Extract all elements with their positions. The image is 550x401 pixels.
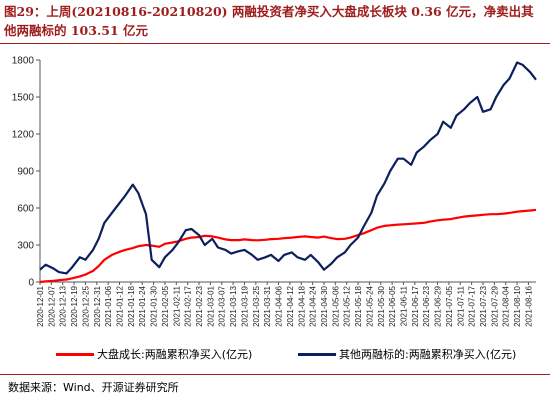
x-tick-label: 2021-01-18 bbox=[127, 285, 136, 326]
x-tick-label: 2020-12-13 bbox=[59, 285, 68, 326]
source-divider bbox=[0, 374, 550, 375]
x-tick-label: 2020-12-25 bbox=[81, 285, 90, 326]
x-tick-label: 2021-02-17 bbox=[184, 285, 193, 326]
x-tick-label: 2021-08-10 bbox=[513, 285, 522, 326]
x-tick-label: 2021-07-17 bbox=[468, 285, 477, 326]
y-tick-label: 1200 bbox=[12, 130, 35, 141]
x-tick-label: 2021-03-25 bbox=[252, 285, 261, 326]
legend-item-other: 其他两融标的:两融累积净买入(亿元) bbox=[298, 346, 516, 362]
x-tick-label: 2021-03-31 bbox=[263, 285, 272, 326]
y-tick-label: 900 bbox=[17, 167, 34, 178]
x-tick-label: 2021-04-06 bbox=[275, 285, 284, 326]
legend-item-large-growth: 大盘成长:两融累积净买入(亿元) bbox=[56, 346, 252, 362]
x-tick-label: 2021-01-12 bbox=[116, 285, 125, 326]
legend-label-large-growth: 大盘成长:两融累积净买入(亿元) bbox=[97, 348, 253, 361]
x-tick-label: 2021-06-11 bbox=[399, 285, 408, 326]
x-tick-label: 2021-04-24 bbox=[309, 285, 318, 326]
x-tick-label: 2020-12-31 bbox=[93, 285, 102, 326]
x-tick-label: 2021-06-23 bbox=[422, 285, 431, 326]
x-tick-label: 2021-06-17 bbox=[411, 285, 420, 326]
chart-title: 图29：上周(20210816-20210820) 两融投资者净买入大盘成长板块… bbox=[4, 4, 534, 38]
y-tick-label: 0 bbox=[28, 278, 34, 289]
chart-series bbox=[39, 61, 537, 284]
source-note: 数据来源：Wind、开源证券研究所 bbox=[8, 381, 179, 394]
x-tick-label: 2021-05-06 bbox=[331, 285, 340, 326]
x-tick-label: 2021-05-18 bbox=[354, 285, 363, 326]
x-tick-label: 2021-04-18 bbox=[297, 285, 306, 326]
x-tick-label: 2021-06-05 bbox=[388, 285, 397, 326]
x-tick-label: 2021-02-23 bbox=[195, 285, 204, 326]
x-tick-label: 2021-03-19 bbox=[240, 285, 249, 326]
x-tick-label: 2021-01-30 bbox=[150, 285, 159, 326]
x-tick-label: 2021-07-11 bbox=[456, 285, 465, 326]
x-tick-label: 2021-05-30 bbox=[377, 285, 386, 326]
x-tick-label: 2021-03-13 bbox=[229, 285, 238, 326]
x-tick-label: 2021-06-29 bbox=[434, 285, 443, 326]
x-tick-label: 2021-07-29 bbox=[490, 285, 499, 326]
x-tick-label: 2020-12-01 bbox=[36, 285, 45, 326]
x-tick-label: 2020-12-07 bbox=[47, 285, 56, 326]
legend-label-other: 其他两融标的:两融累积净买入(亿元) bbox=[339, 348, 517, 361]
series-line-large-growth bbox=[39, 208, 537, 284]
x-tick-label: 2021-01-06 bbox=[104, 285, 113, 326]
x-tick-label: 2021-08-04 bbox=[502, 285, 511, 326]
x-tick-label: 2021-03-01 bbox=[206, 285, 215, 326]
x-tick-label: 2021-04-30 bbox=[320, 285, 329, 326]
x-tick-label: 2021-07-23 bbox=[479, 285, 488, 326]
x-tick-label: 2021-05-24 bbox=[365, 285, 374, 326]
y-tick-label: 300 bbox=[17, 241, 34, 252]
x-tick-label: 2021-02-11 bbox=[172, 285, 181, 326]
x-tick-label: 2021-01-24 bbox=[138, 285, 147, 326]
legend-swatch-other bbox=[298, 352, 336, 356]
x-tick-label: 2021-08-16 bbox=[524, 285, 533, 326]
x-tick-label: 2021-02-05 bbox=[161, 285, 170, 326]
legend-swatch-large-growth bbox=[56, 352, 94, 356]
title-divider bbox=[0, 43, 550, 44]
x-tick-label: 2020-12-19 bbox=[70, 285, 79, 326]
x-tick-label: 2021-07-05 bbox=[445, 285, 454, 326]
x-tick-label: 2021-05-12 bbox=[343, 285, 352, 326]
y-tick-label: 600 bbox=[17, 204, 34, 215]
x-tick-label: 2021-03-07 bbox=[218, 285, 227, 326]
x-tick-label: 2021-04-12 bbox=[286, 285, 295, 326]
y-tick-label: 1500 bbox=[12, 93, 35, 104]
chart-legend: 大盘成长:两融累积净买入(亿元) 其他两融标的:两融累积净买入(亿元) bbox=[0, 346, 550, 364]
series-line-other bbox=[39, 61, 537, 275]
y-tick-label: 1800 bbox=[12, 56, 35, 67]
